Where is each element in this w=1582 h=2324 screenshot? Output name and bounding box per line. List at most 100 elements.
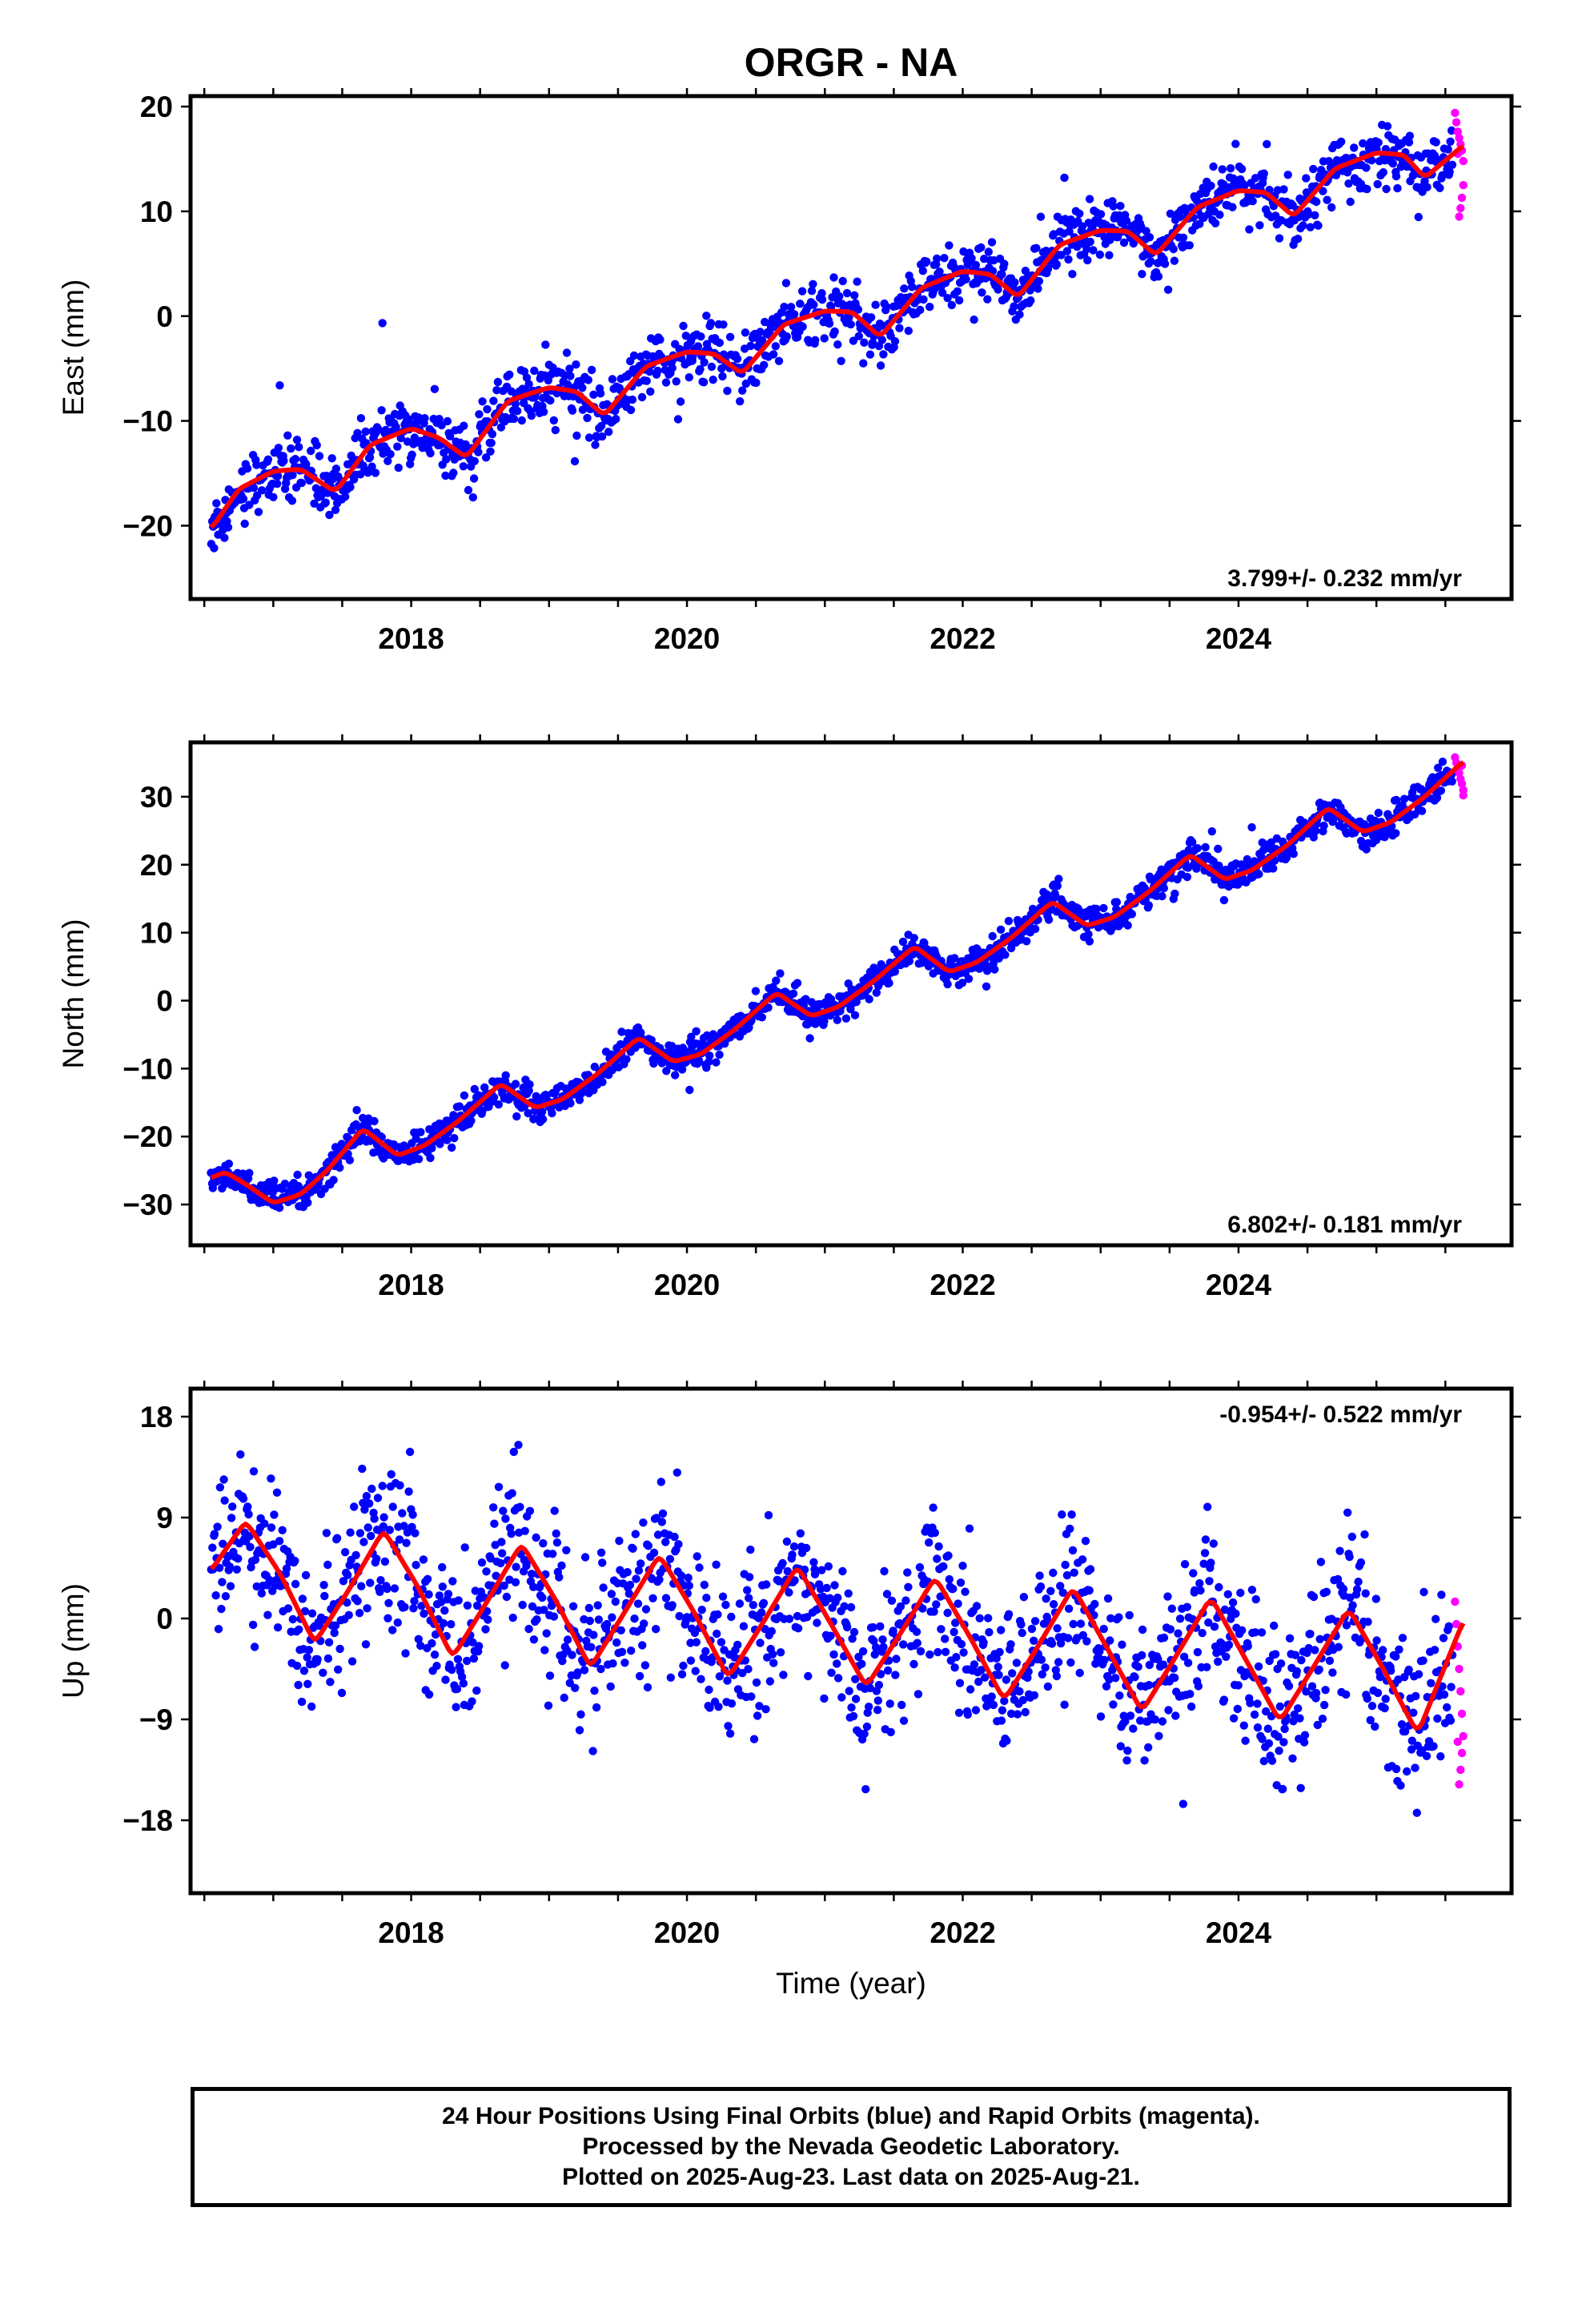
final-orbit-point (575, 1096, 584, 1104)
final-orbit-point (705, 1703, 714, 1712)
final-orbit-point (1207, 827, 1217, 836)
final-orbit-point (945, 1574, 954, 1584)
final-orbit-point (1178, 233, 1188, 242)
final-orbit-point (1114, 1613, 1123, 1622)
final-orbit-point (756, 1638, 765, 1647)
final-orbit-point (540, 1646, 549, 1655)
final-orbit-point (1062, 247, 1072, 255)
final-orbit-point (1138, 1651, 1146, 1660)
final-orbit-point (887, 1596, 897, 1606)
final-orbit-point (918, 267, 928, 275)
final-orbit-point (1167, 1604, 1177, 1613)
final-orbit-point (1306, 1630, 1315, 1638)
final-orbit-point (501, 1514, 510, 1523)
final-orbit-point (889, 1626, 897, 1635)
final-orbit-point (924, 962, 934, 971)
final-orbit-point (248, 1620, 258, 1630)
final-orbit-point (891, 1671, 900, 1679)
final-orbit-point (1363, 1618, 1372, 1626)
final-orbit-point (954, 1599, 962, 1608)
final-orbit-point (1435, 183, 1444, 192)
final-orbit-point (417, 1602, 426, 1610)
final-orbit-point (830, 327, 839, 336)
final-orbit-point (760, 360, 769, 369)
final-orbit-point (367, 1531, 375, 1541)
final-orbit-point (486, 447, 495, 456)
final-orbit-point (862, 1722, 872, 1731)
final-orbit-point (522, 373, 532, 382)
final-orbit-point (323, 1560, 332, 1570)
final-orbit-point (903, 1568, 912, 1577)
final-orbit-point (1345, 1552, 1354, 1562)
final-orbit-point (988, 931, 997, 941)
final-orbit-point (1006, 1640, 1015, 1649)
final-orbit-point (751, 987, 761, 995)
final-orbit-point (953, 287, 962, 296)
final-orbit-point (934, 1542, 943, 1551)
final-orbit-point (965, 1524, 974, 1533)
final-orbit-point (426, 448, 435, 458)
final-orbit-point (670, 1532, 679, 1542)
final-orbit-point (940, 254, 949, 263)
final-orbit-point (919, 295, 928, 304)
final-orbit-point (1203, 1502, 1212, 1511)
final-orbit-point (1360, 1530, 1369, 1539)
final-orbit-point (489, 396, 498, 405)
final-orbit-point (373, 1494, 383, 1502)
final-orbit-point (243, 1502, 252, 1511)
final-orbit-point (765, 1677, 774, 1686)
final-orbit-point (1391, 1764, 1401, 1774)
final-orbit-point (1347, 1532, 1357, 1542)
final-orbit-point (776, 969, 785, 978)
final-orbit-point (820, 334, 829, 343)
final-orbit-point (1204, 1618, 1213, 1627)
x-tick-label: 2018 (378, 622, 444, 655)
final-orbit-point (430, 384, 440, 393)
final-orbit-point (916, 305, 925, 315)
final-orbit-point (768, 1650, 777, 1659)
final-orbit-point (483, 404, 492, 414)
final-orbit-point (1443, 1703, 1452, 1712)
y-tick-label: 0 (156, 984, 173, 1017)
final-orbit-point (1042, 1594, 1050, 1603)
final-orbit-point (1036, 212, 1046, 221)
final-orbit-point (1219, 895, 1229, 905)
final-orbit-point (1414, 1670, 1423, 1679)
final-orbit-point (606, 1682, 615, 1691)
final-orbit-point (648, 1594, 657, 1603)
final-orbit-point (1145, 1660, 1154, 1670)
final-orbit-point (661, 378, 671, 387)
final-orbit-point (959, 1648, 968, 1657)
final-orbit-point (1367, 1702, 1377, 1711)
final-orbit-point (1363, 184, 1371, 194)
final-orbit-point (410, 1597, 419, 1606)
final-orbit-point (851, 1675, 860, 1683)
final-orbit-point (355, 1529, 365, 1538)
final-orbit-point (1109, 1700, 1118, 1709)
final-orbit-point (1066, 1524, 1074, 1534)
final-orbit-point (274, 444, 283, 452)
final-orbit-point (883, 1666, 893, 1675)
final-orbit-point (1324, 157, 1334, 166)
final-orbit-point (340, 1548, 350, 1557)
final-orbit-point (922, 257, 931, 266)
final-orbit-point (481, 1625, 490, 1634)
final-orbit-point (1343, 1508, 1352, 1518)
final-orbit-point (408, 450, 416, 459)
final-orbit-point (500, 1661, 509, 1670)
final-orbit-point (1058, 1510, 1066, 1519)
final-orbit-point (367, 1484, 376, 1494)
final-orbit-point (958, 1562, 967, 1570)
final-orbit-point (1174, 1629, 1182, 1638)
final-orbit-point (1409, 1708, 1418, 1717)
final-orbit-point (1036, 1582, 1046, 1591)
final-orbit-point (1195, 219, 1204, 228)
final-orbit-point (971, 260, 981, 270)
final-orbit-point (979, 1638, 988, 1647)
final-orbit-point (1111, 1674, 1120, 1683)
final-orbit-point (1024, 1667, 1033, 1676)
final-orbit-point (267, 1474, 275, 1483)
final-orbit-point (847, 1703, 856, 1712)
final-orbit-point (1346, 197, 1355, 207)
final-orbit-point (1359, 139, 1367, 148)
